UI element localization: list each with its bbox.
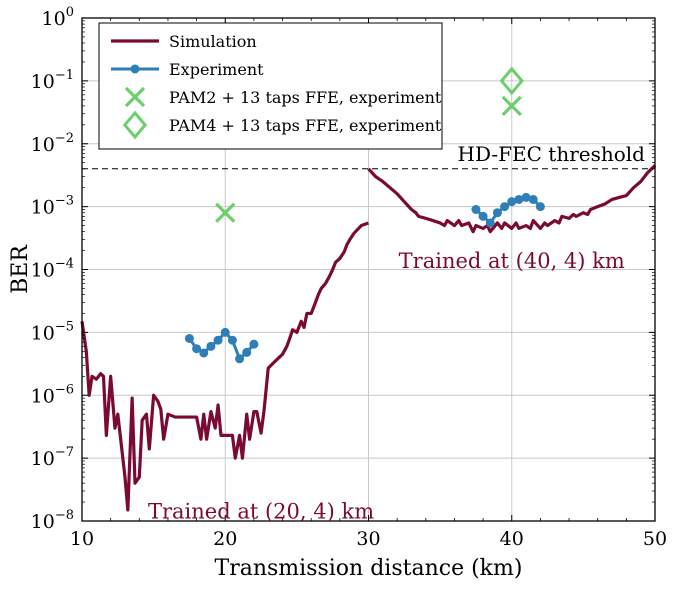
- experiment-point: [220, 327, 230, 337]
- y-tick-label: 10−4: [31, 257, 74, 282]
- x-axis-label: Transmission distance (km): [215, 556, 523, 581]
- y-tick-label: 10−7: [31, 445, 74, 470]
- experiment-point: [227, 335, 237, 345]
- experiment-point: [199, 348, 209, 358]
- experiment-point: [514, 194, 524, 204]
- axis-ticks: 10 20 30 40 50 10−8 10−7 10−6 10−5 10−4 10−3 10−2 10…: [31, 5, 667, 550]
- pam4-point: [499, 66, 524, 96]
- experiment-point: [492, 208, 502, 218]
- legend: Simulation Experiment PAM2 + 13 taps FFE, …: [98, 22, 443, 150]
- x-tick-label: 30: [356, 528, 380, 550]
- experiment-point: [500, 202, 510, 212]
- x-tick-label: 10: [70, 528, 94, 550]
- plot-area: HD-FEC threshold: [80, 66, 657, 512]
- legend-entry-label: PAM4 + 13 taps FFE, experiment: [169, 116, 442, 135]
- simulation-line: [80, 221, 370, 512]
- legend-entry-label: PAM2 + 13 taps FFE, experiment: [169, 88, 442, 107]
- simulation-line: [367, 164, 657, 234]
- legend-box: [98, 22, 443, 150]
- experiment-point: [478, 211, 488, 221]
- experiment-point: [528, 194, 538, 204]
- experiment-point: [521, 192, 531, 202]
- experiment-point: [507, 197, 517, 207]
- x-tick-label: 50: [643, 528, 667, 550]
- y-axis-label: BER: [8, 244, 33, 294]
- experiment-point: [249, 339, 259, 349]
- experiment-point: [192, 344, 202, 354]
- legend-entry-label: Simulation: [169, 32, 257, 51]
- y-tick-label: 10−1: [31, 68, 74, 93]
- legend-swatch-experiment-marker: [130, 64, 140, 74]
- experiment-point: [235, 354, 245, 364]
- experiment-point: [206, 341, 216, 351]
- x-tick-label: 20: [213, 528, 237, 550]
- y-tick-label: 100: [42, 5, 74, 30]
- experiment-point: [471, 205, 481, 215]
- experiment-point: [242, 347, 252, 357]
- experiment-point: [485, 218, 495, 228]
- pam2-point: [501, 95, 522, 117]
- hd-fec-threshold-label: HD-FEC threshold: [458, 142, 646, 166]
- experiment-point: [184, 333, 194, 343]
- experiment-point: [213, 335, 223, 345]
- trained-annotation: Trained at (20, 4) km: [148, 499, 374, 523]
- x-tick-label: 40: [500, 528, 524, 550]
- legend-entry-label: Experiment: [169, 60, 264, 79]
- y-tick-label: 10−6: [31, 382, 74, 407]
- legend-swatch-pam2: [124, 86, 146, 108]
- legend-swatch-pam4: [122, 110, 148, 140]
- y-tick-label: 10−2: [31, 131, 74, 156]
- y-tick-label: 10−8: [31, 508, 74, 533]
- pam2-point: [215, 202, 236, 223]
- experiment-point: [535, 202, 545, 212]
- trained-annotation: Trained at (40, 4) km: [399, 249, 625, 273]
- y-tick-label: 10−3: [31, 194, 74, 219]
- annotations: Trained at (20, 4) km Trained at (40, 4) …: [148, 249, 625, 523]
- y-tick-label: 10−5: [31, 319, 74, 344]
